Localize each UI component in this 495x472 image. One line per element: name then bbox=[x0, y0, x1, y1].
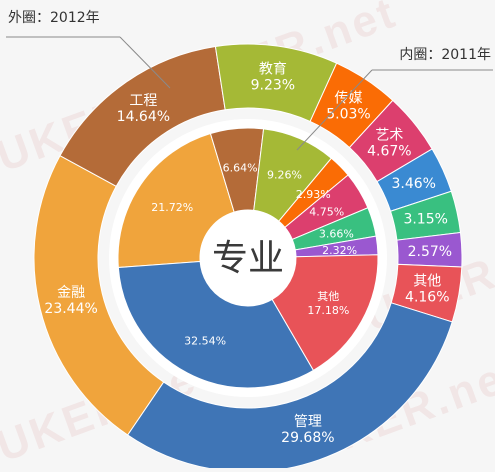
slice-name-label: 管理 bbox=[294, 414, 322, 430]
center-disc bbox=[200, 210, 296, 306]
slice-name-label: 传媒 bbox=[334, 90, 362, 106]
slice-name-label: 其他 bbox=[317, 290, 339, 303]
inner-ring-name: 内圈：2011年 bbox=[399, 47, 491, 63]
slice-value-label: 32.54% bbox=[184, 334, 226, 347]
slice-name-label: 其他 bbox=[413, 273, 441, 289]
inner-ring bbox=[117, 127, 379, 389]
center-label: 专业 bbox=[212, 238, 284, 279]
slice-name-label: 工程 bbox=[129, 93, 157, 109]
slice-value-label: 3.66% bbox=[319, 227, 354, 240]
slice-value-label: 17.18% bbox=[307, 304, 349, 317]
slice-value-label: 2.93% bbox=[296, 188, 331, 201]
slice bbox=[127, 302, 453, 468]
slice-value-label: 4.75% bbox=[309, 205, 344, 218]
slice-value-label: 9.23% bbox=[251, 78, 295, 94]
slice-value-label: 14.64% bbox=[117, 109, 170, 125]
slice-value-label: 21.72% bbox=[151, 201, 193, 214]
outer-ring-name: 外圈：2012年 bbox=[8, 10, 100, 26]
slice-value-label: 23.44% bbox=[44, 301, 97, 317]
slice-value-label: 2.32% bbox=[322, 244, 357, 257]
outer-ring bbox=[33, 43, 463, 468]
callouts: 外圈：2012年 内圈：2011年 bbox=[6, 10, 493, 151]
slice-value-label: 3.15% bbox=[403, 212, 447, 228]
outer-callout-line bbox=[119, 36, 171, 89]
slice-value-label: 4.67% bbox=[367, 143, 411, 159]
slice-value-label: 2.57% bbox=[408, 244, 452, 260]
slice-value-label: 3.46% bbox=[392, 176, 436, 192]
slice-value-label: 4.16% bbox=[405, 289, 449, 305]
slice-name-label: 金融 bbox=[57, 285, 85, 301]
inner-callout-line bbox=[296, 69, 373, 151]
slice-name-label: 教育 bbox=[259, 62, 287, 78]
slice-value-label: 9.26% bbox=[267, 169, 302, 182]
slice-value-label: 5.03% bbox=[326, 106, 370, 122]
slice-value-label: 6.64% bbox=[223, 161, 258, 174]
slice-value-label: 29.68% bbox=[281, 430, 334, 446]
slice-name-label: 艺术 bbox=[375, 127, 403, 143]
